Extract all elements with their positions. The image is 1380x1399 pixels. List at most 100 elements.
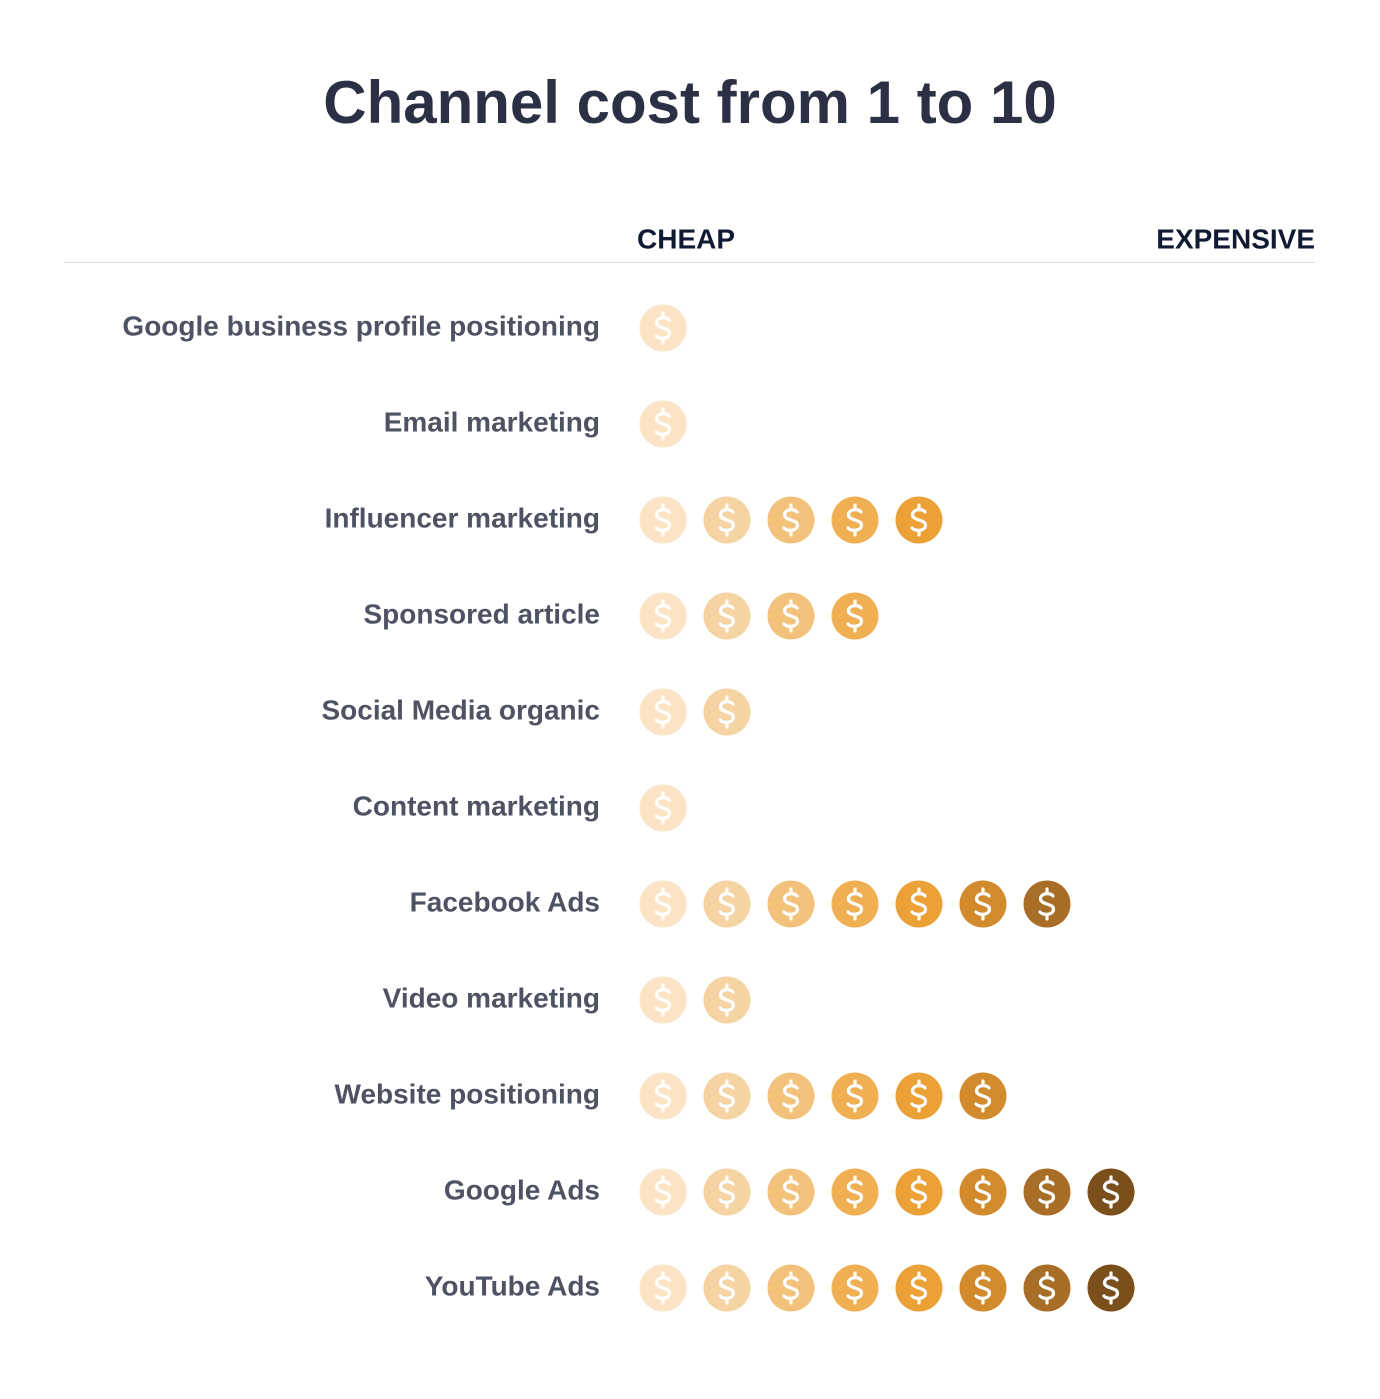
icon-dollar (974, 1079, 992, 1113)
cost-icon (703, 1168, 751, 1216)
cost-icon (767, 592, 815, 640)
icon-dollar (910, 1079, 928, 1113)
cost-icon (831, 1072, 879, 1120)
cost-icon (639, 496, 687, 544)
category-label: Influencer marketing (325, 502, 600, 533)
category-label: Google Ads (444, 1174, 600, 1205)
cost-icon (639, 1264, 687, 1312)
icon-dollar (718, 695, 736, 729)
icon-dollar (654, 311, 672, 345)
icon-dollar (782, 1175, 800, 1209)
cost-icon (831, 880, 879, 928)
cost-icon (895, 496, 943, 544)
cost-icon (959, 1168, 1007, 1216)
chart-title: Channel cost from 1 to 10 (323, 69, 1056, 136)
icon-dollar (718, 599, 736, 633)
cost-icon (639, 784, 687, 832)
icon-dollar (654, 503, 672, 537)
icon-dollar (846, 1079, 864, 1113)
category-label: Sponsored article (363, 598, 600, 629)
cost-icon (639, 688, 687, 736)
icon-dollar (718, 1079, 736, 1113)
cost-icon (959, 880, 1007, 928)
scale-label: EXPENSIVE (1156, 223, 1315, 254)
icon-dollar (654, 695, 672, 729)
cost-icon (639, 1072, 687, 1120)
icon-dollar (910, 503, 928, 537)
icon-dollar (782, 887, 800, 921)
cost-icon (639, 976, 687, 1024)
category-label: Email marketing (384, 406, 600, 437)
icon-dollar (1102, 1271, 1120, 1305)
category-label: YouTube Ads (425, 1270, 600, 1301)
cost-icon (1087, 1264, 1135, 1312)
icon-dollar (846, 1271, 864, 1305)
cost-icon (703, 496, 751, 544)
cost-icon (1023, 1264, 1071, 1312)
icon-dollar (654, 599, 672, 633)
cost-icon (639, 1168, 687, 1216)
cost-icon (703, 880, 751, 928)
icon-dollar (1038, 1175, 1056, 1209)
cost-icon (895, 880, 943, 928)
cost-icon (703, 592, 751, 640)
icon-dollar (718, 503, 736, 537)
category-label: Content marketing (353, 790, 600, 821)
icon-dollar (910, 1175, 928, 1209)
cost-icon (1087, 1168, 1135, 1216)
icon-dollar (718, 1271, 736, 1305)
category-label: Social Media organic (321, 694, 600, 725)
icon-dollar (782, 1079, 800, 1113)
category-label: Facebook Ads (410, 886, 600, 917)
cost-icon (639, 880, 687, 928)
icon-dollar (654, 983, 672, 1017)
category-label: Google business profile positioning (122, 310, 600, 341)
icon-dollar (974, 1271, 992, 1305)
cost-icon (831, 1264, 879, 1312)
cost-icon (639, 304, 687, 352)
cost-icon (767, 496, 815, 544)
icon-dollar (1038, 887, 1056, 921)
cost-icon (767, 1072, 815, 1120)
cost-icon (831, 592, 879, 640)
cost-icon (767, 880, 815, 928)
icon-dollar (846, 599, 864, 633)
icon-dollar (846, 503, 864, 537)
icon-dollar (846, 887, 864, 921)
icon-dollar (1102, 1175, 1120, 1209)
icon-dollar (654, 887, 672, 921)
icon-dollar (782, 503, 800, 537)
cost-icon (1023, 880, 1071, 928)
cost-icon (703, 688, 751, 736)
icon-dollar (974, 887, 992, 921)
scale-label: CHEAP (637, 223, 735, 254)
cost-icon (1023, 1168, 1071, 1216)
cost-icon (895, 1168, 943, 1216)
icon-dollar (654, 1271, 672, 1305)
icon-dollar (718, 983, 736, 1017)
cost-icon (703, 1264, 751, 1312)
icon-dollar (654, 1079, 672, 1113)
cost-icon (767, 1264, 815, 1312)
icon-dollar (1038, 1271, 1056, 1305)
icon-dollar (910, 1271, 928, 1305)
icon-dollar (718, 1175, 736, 1209)
cost-icon (959, 1264, 1007, 1312)
icon-dollar (782, 599, 800, 633)
icon-dollar (654, 1175, 672, 1209)
cost-icon (767, 1168, 815, 1216)
cost-icon (639, 400, 687, 448)
icon-dollar (718, 887, 736, 921)
icon-dollar (782, 1271, 800, 1305)
category-label: Website positioning (335, 1078, 600, 1109)
cost-icon (703, 976, 751, 1024)
cost-icon (703, 1072, 751, 1120)
cost-icon (895, 1264, 943, 1312)
cost-icon (831, 496, 879, 544)
cost-icon (831, 1168, 879, 1216)
icon-dollar (846, 1175, 864, 1209)
icon-dollar (974, 1175, 992, 1209)
icon-dollar (910, 887, 928, 921)
cost-icon (639, 592, 687, 640)
